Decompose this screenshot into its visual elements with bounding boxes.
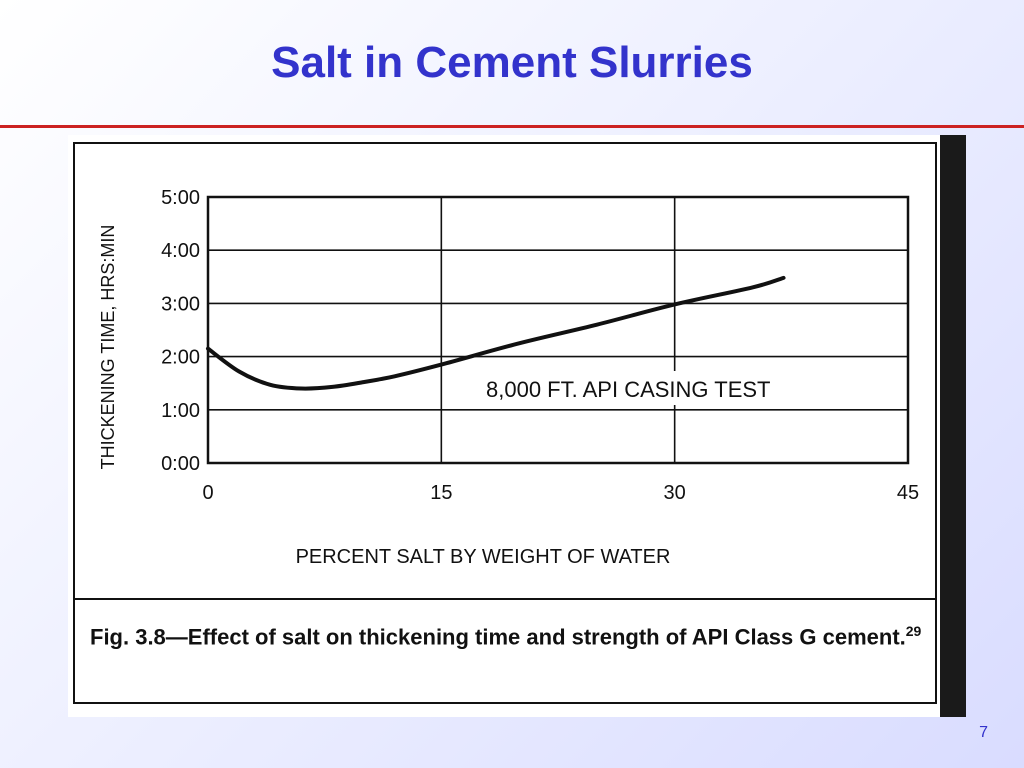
y-axis-label: THICKENING TIME, HRS:MIN bbox=[98, 225, 118, 470]
y-tick-label: 4:00 bbox=[161, 240, 200, 262]
series-line bbox=[206, 275, 786, 391]
x-tick-label: 45 bbox=[897, 482, 919, 504]
x-tick-label: 0 bbox=[202, 482, 213, 504]
y-tick-label: 2:00 bbox=[161, 347, 200, 369]
x-axis-label: PERCENT SALT BY WEIGHT OF WATER bbox=[296, 546, 671, 568]
scan-edge-shadow bbox=[940, 135, 966, 717]
annotation-text: 8,000 FT. API CASING TEST bbox=[486, 377, 770, 402]
figure-caption: Fig. 3.8—Effect of salt on thickening ti… bbox=[90, 624, 906, 650]
x-tick-label: 15 bbox=[430, 482, 452, 504]
annotation-background bbox=[476, 371, 884, 405]
page-number: 7 bbox=[979, 724, 988, 741]
y-tick-label: 1:00 bbox=[161, 400, 200, 422]
figure-paper bbox=[68, 135, 940, 717]
y-tick-label: 0:00 bbox=[161, 453, 200, 475]
plot-frame bbox=[206, 195, 910, 465]
figure-border bbox=[73, 142, 937, 704]
slide-title: Salt in Cement Slurries bbox=[271, 38, 753, 87]
x-tick-labels: 0 15 30 45 bbox=[202, 482, 919, 504]
chart-svg: 0:00 1:00 2:00 3:00 4:00 5:00 0 15 30 45 8,000 F… bbox=[68, 135, 966, 717]
series bbox=[206, 275, 786, 391]
title-divider bbox=[0, 125, 1024, 128]
caption-reference: 29 bbox=[905, 623, 922, 639]
chart-figure: 0:00 1:00 2:00 3:00 4:00 5:00 0 15 30 45 8,000 F… bbox=[68, 135, 966, 717]
y-tick-label: 3:00 bbox=[161, 293, 200, 315]
x-tick-label: 30 bbox=[664, 482, 686, 504]
y-tick-label: 5:00 bbox=[161, 187, 200, 209]
caption-box: Fig. 3.8—Effect of salt on thickening ti… bbox=[90, 623, 922, 650]
y-tick-labels: 0:00 1:00 2:00 3:00 4:00 5:00 bbox=[161, 187, 200, 475]
